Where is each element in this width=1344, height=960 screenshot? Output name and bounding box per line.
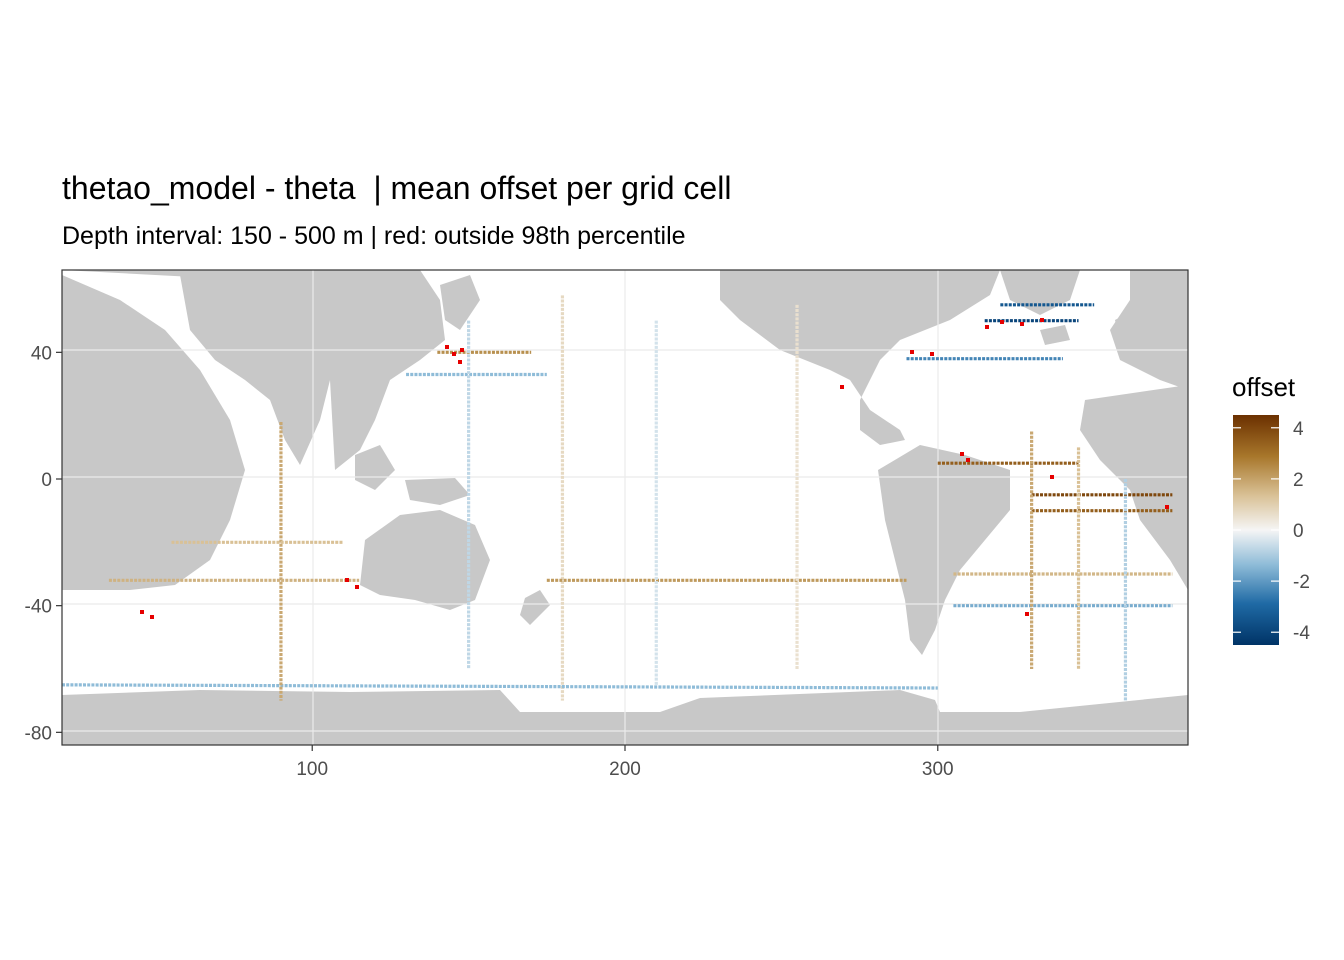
legend-tick-label: 2 <box>1293 470 1304 491</box>
y-tick-label: -80 <box>25 723 52 744</box>
chart-subtitle: Depth interval: 150 - 500 m | red: outsi… <box>62 222 686 250</box>
legend-tick-label: 0 <box>1293 521 1304 542</box>
y-tick-label: 0 <box>41 470 52 491</box>
land-new-guinea <box>405 478 470 505</box>
y-tick-label: 40 <box>31 343 52 364</box>
land-asia <box>62 270 445 470</box>
legend-ticks: 4 2 0 -2 -4 <box>1233 419 1310 644</box>
legend-tick-label: -4 <box>1293 623 1310 644</box>
land-kamchatka <box>440 275 480 330</box>
land-europe <box>1110 270 1188 390</box>
grid-lines <box>62 270 1188 745</box>
land-new-zealand <box>520 590 550 625</box>
x-axis: 100 200 300 <box>296 745 954 780</box>
land-africa-west <box>62 275 245 590</box>
x-tick-label: 300 <box>922 759 954 780</box>
land-uk <box>1115 312 1135 345</box>
land-madagascar <box>132 538 150 575</box>
y-axis: 40 0 -40 -80 <box>25 343 62 744</box>
land-layer <box>62 270 1188 745</box>
legend-tick-label: -2 <box>1293 572 1310 593</box>
y-tick-label: -40 <box>25 597 52 618</box>
offset-tracks <box>62 295 1173 701</box>
chart-title: thetao_model - theta | mean offset per g… <box>62 170 732 206</box>
land-africa-east <box>1080 385 1188 590</box>
land-australia <box>360 510 490 610</box>
x-tick-label: 100 <box>296 759 328 780</box>
land-arabia-india <box>180 275 335 465</box>
track-southern-ocean-lat-65 <box>62 683 938 690</box>
land-borneo <box>355 445 395 490</box>
land-north-america <box>720 270 1000 445</box>
land-south-america <box>878 445 1010 655</box>
legend-tick-label: 4 <box>1293 419 1304 440</box>
outlier-cells <box>140 318 1169 619</box>
x-tick-label: 200 <box>609 759 641 780</box>
land-iceland <box>1040 325 1070 345</box>
legend-title: offset <box>1232 372 1296 402</box>
